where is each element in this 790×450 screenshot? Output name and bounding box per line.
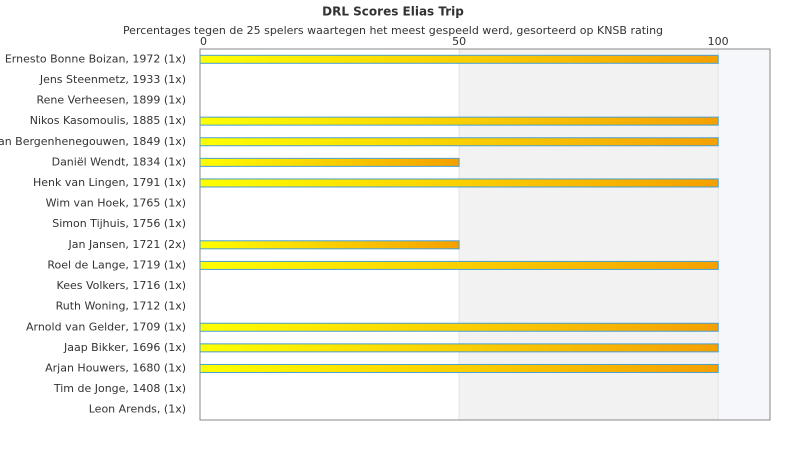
y-tick-label: Rene Verheesen, 1899 (1x)	[37, 94, 186, 107]
y-tick-label: Kees Volkers, 1716 (1x)	[57, 279, 186, 292]
x-tick-label: 100	[708, 35, 729, 48]
bar	[199, 178, 719, 188]
x-tick-label: 50	[452, 35, 466, 48]
plot-band	[200, 49, 460, 420]
bar	[199, 116, 719, 126]
plot-band	[718, 49, 770, 420]
y-tick-label: Henk van Lingen, 1791 (1x)	[33, 176, 186, 189]
bar	[199, 343, 719, 353]
bar	[199, 363, 719, 373]
chart-title: DRL Scores Elias Trip	[322, 5, 464, 19]
y-tick-label: Arnold van Gelder, 1709 (1x)	[26, 320, 186, 333]
y-tick-label: Leon Arends, (1x)	[89, 403, 186, 416]
x-tick-label: 0	[200, 35, 207, 48]
y-tick-label: Wim van Hoek, 1765 (1x)	[46, 197, 186, 210]
plot-band	[459, 49, 719, 420]
y-tick-label: Tim de Jonge, 1408 (1x)	[53, 382, 186, 395]
y-tick-label: Simon Tijhuis, 1756 (1x)	[52, 217, 186, 230]
bar	[199, 137, 719, 147]
y-tick-label: van Bergenhenegouwen, 1849 (1x)	[0, 135, 186, 148]
bar	[199, 260, 719, 270]
y-tick-label: Nikos Kasomoulis, 1885 (1x)	[30, 114, 186, 127]
y-tick-label: Jaap Bikker, 1696 (1x)	[63, 341, 186, 354]
plot-border	[199, 48, 771, 421]
y-tick-label: Jan Jansen, 1721 (2x)	[68, 238, 186, 251]
bar	[199, 157, 460, 167]
y-tick-label: Daniël Wendt, 1834 (1x)	[52, 155, 186, 168]
chart-subtitle: Percentages tegen de 25 spelers waartege…	[123, 24, 663, 37]
bar	[199, 54, 719, 64]
y-tick-label: Ernesto Bonne Boizan, 1972 (1x)	[5, 52, 186, 65]
y-tick-label: Ruth Woning, 1712 (1x)	[56, 300, 186, 313]
y-tick-label: Arjan Houwers, 1680 (1x)	[45, 361, 186, 374]
bar	[199, 322, 719, 332]
bar	[199, 240, 460, 250]
y-tick-label: Jens Steenmetz, 1933 (1x)	[39, 73, 186, 86]
y-tick-label: Roel de Lange, 1719 (1x)	[47, 258, 186, 271]
